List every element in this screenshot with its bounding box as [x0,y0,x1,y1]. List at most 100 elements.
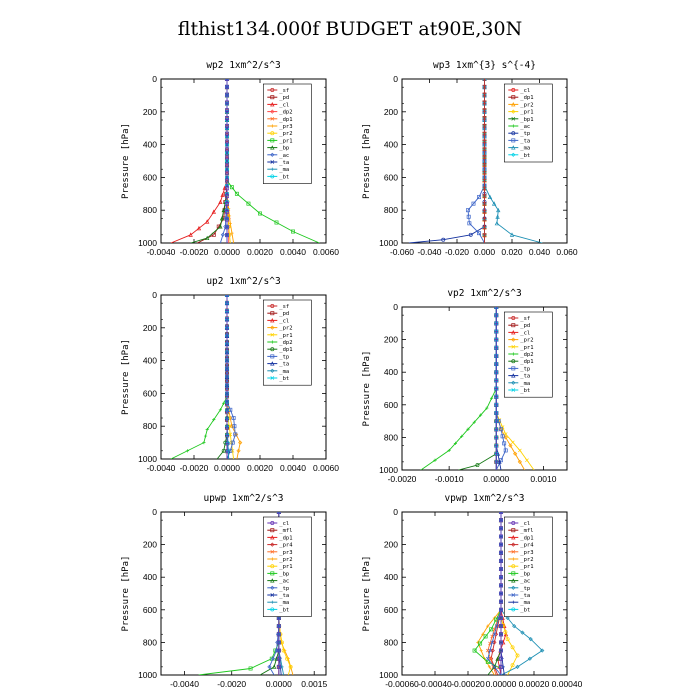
series-marker [280,665,284,669]
legend-marker [511,124,515,128]
legend-marker [270,124,274,128]
series-marker [482,116,487,120]
legend-label: _pr1 [520,110,533,116]
legend-marker [511,528,516,533]
series-marker [497,459,502,464]
series-marker [225,116,229,120]
series-marker [499,599,503,604]
x-tick-label: 0.0040 [280,463,306,473]
series-marker [225,233,229,238]
series-marker [196,225,202,231]
series-marker [211,209,216,214]
legend-label: _tp [520,586,530,592]
legend-label: _pr4 [279,543,293,549]
series-marker [476,640,480,644]
legend-label: _pr1 [279,333,292,339]
x-tick-label: -0.00060 [385,679,419,689]
series-marker [236,448,241,453]
series-marker [517,459,522,464]
legend-label: _dp1 [279,535,292,541]
series-marker [482,84,487,89]
series-marker [225,371,229,375]
series-marker [466,214,471,219]
series-marker [222,401,226,405]
x-tick-label: -0.0020 [180,463,209,473]
series-marker [225,209,229,214]
y-tick-label: 200 [143,107,157,117]
series-marker [238,440,243,445]
series-marker [219,216,225,221]
legend-marker [511,138,516,143]
y-tick-label: 400 [143,572,157,582]
legend-marker [511,535,516,540]
series-marker [225,170,229,175]
series-marker [499,542,503,547]
legend-label: _pr1 [279,138,292,144]
legend: _sf_pd_cl _pr2_pr1_dp2_dp1_tp _ta_ma_bt [503,311,553,398]
plot-area [472,512,545,675]
plot-panel-4: vp2 1xm^2/s^3 Pressure [hPa] 0 200 400 600 800… [362,288,568,484]
series-marker [225,186,229,191]
x-tick-label: -0.00040 [418,679,452,689]
series-marker [513,451,518,456]
series-marker [482,217,487,222]
legend-marker [270,109,275,114]
series-marker [231,416,236,420]
legend-marker [511,557,515,561]
series-marker [515,653,520,658]
series-marker [494,427,498,431]
y-tick-label: 400 [384,140,398,150]
series-marker [499,615,503,620]
legend-label: _bt [279,376,289,382]
legend-marker [270,304,275,308]
series-marker [270,656,276,661]
series-marker [460,434,464,438]
legend: _sf_pd_cl _dp2_dp1_pr3_pr2_pr1 _bp_ac_ta_m… [262,83,312,184]
series-marker [494,321,498,325]
legend-marker [511,366,516,371]
series-marker [482,108,487,113]
series-marker [274,220,279,225]
legend-box [262,516,312,617]
legend-marker [511,564,516,569]
legend-label: _dp1 [279,117,292,123]
series-marker [225,363,229,367]
plot-title: wp3 1xm^{3} s^{-4} [433,60,536,71]
series-marker [276,624,281,629]
series-marker [225,162,229,167]
legend-label: _bt [279,174,289,180]
legend-label: _dp1 [520,95,533,101]
x-tick-label: 0.040 [529,247,551,257]
series-marker [482,139,487,144]
legend-label: _bp1 [520,117,533,123]
series-marker [205,427,209,432]
series-marker [230,231,234,235]
x-tick-label: 0.0060 [313,247,339,257]
legend-marker [270,564,275,569]
series-marker [499,656,503,661]
series-marker [499,558,503,563]
series-marker [503,435,508,440]
series-marker [477,195,481,200]
x-tick-label: -0.0040 [170,679,199,689]
series-marker [499,591,503,596]
y-tick-label: 200 [143,323,157,333]
legend-marker [270,542,275,547]
series-marker [225,139,229,144]
legend-label: _tp [279,354,289,360]
legend-marker [511,521,516,525]
series-marker [276,632,281,637]
y-tick-label: 0 [152,507,157,517]
legend-label: _bp [279,571,289,577]
legend-marker [270,607,275,612]
legend-marker [270,174,275,179]
plot-area [420,307,535,470]
series-marker [525,458,529,463]
legend-marker [511,344,516,349]
series-marker [499,534,503,539]
series-marker [276,512,281,514]
plot-title: vp2 1xm^2/s^3 [447,288,521,299]
legend-marker [270,340,274,344]
series-marker [225,433,229,438]
